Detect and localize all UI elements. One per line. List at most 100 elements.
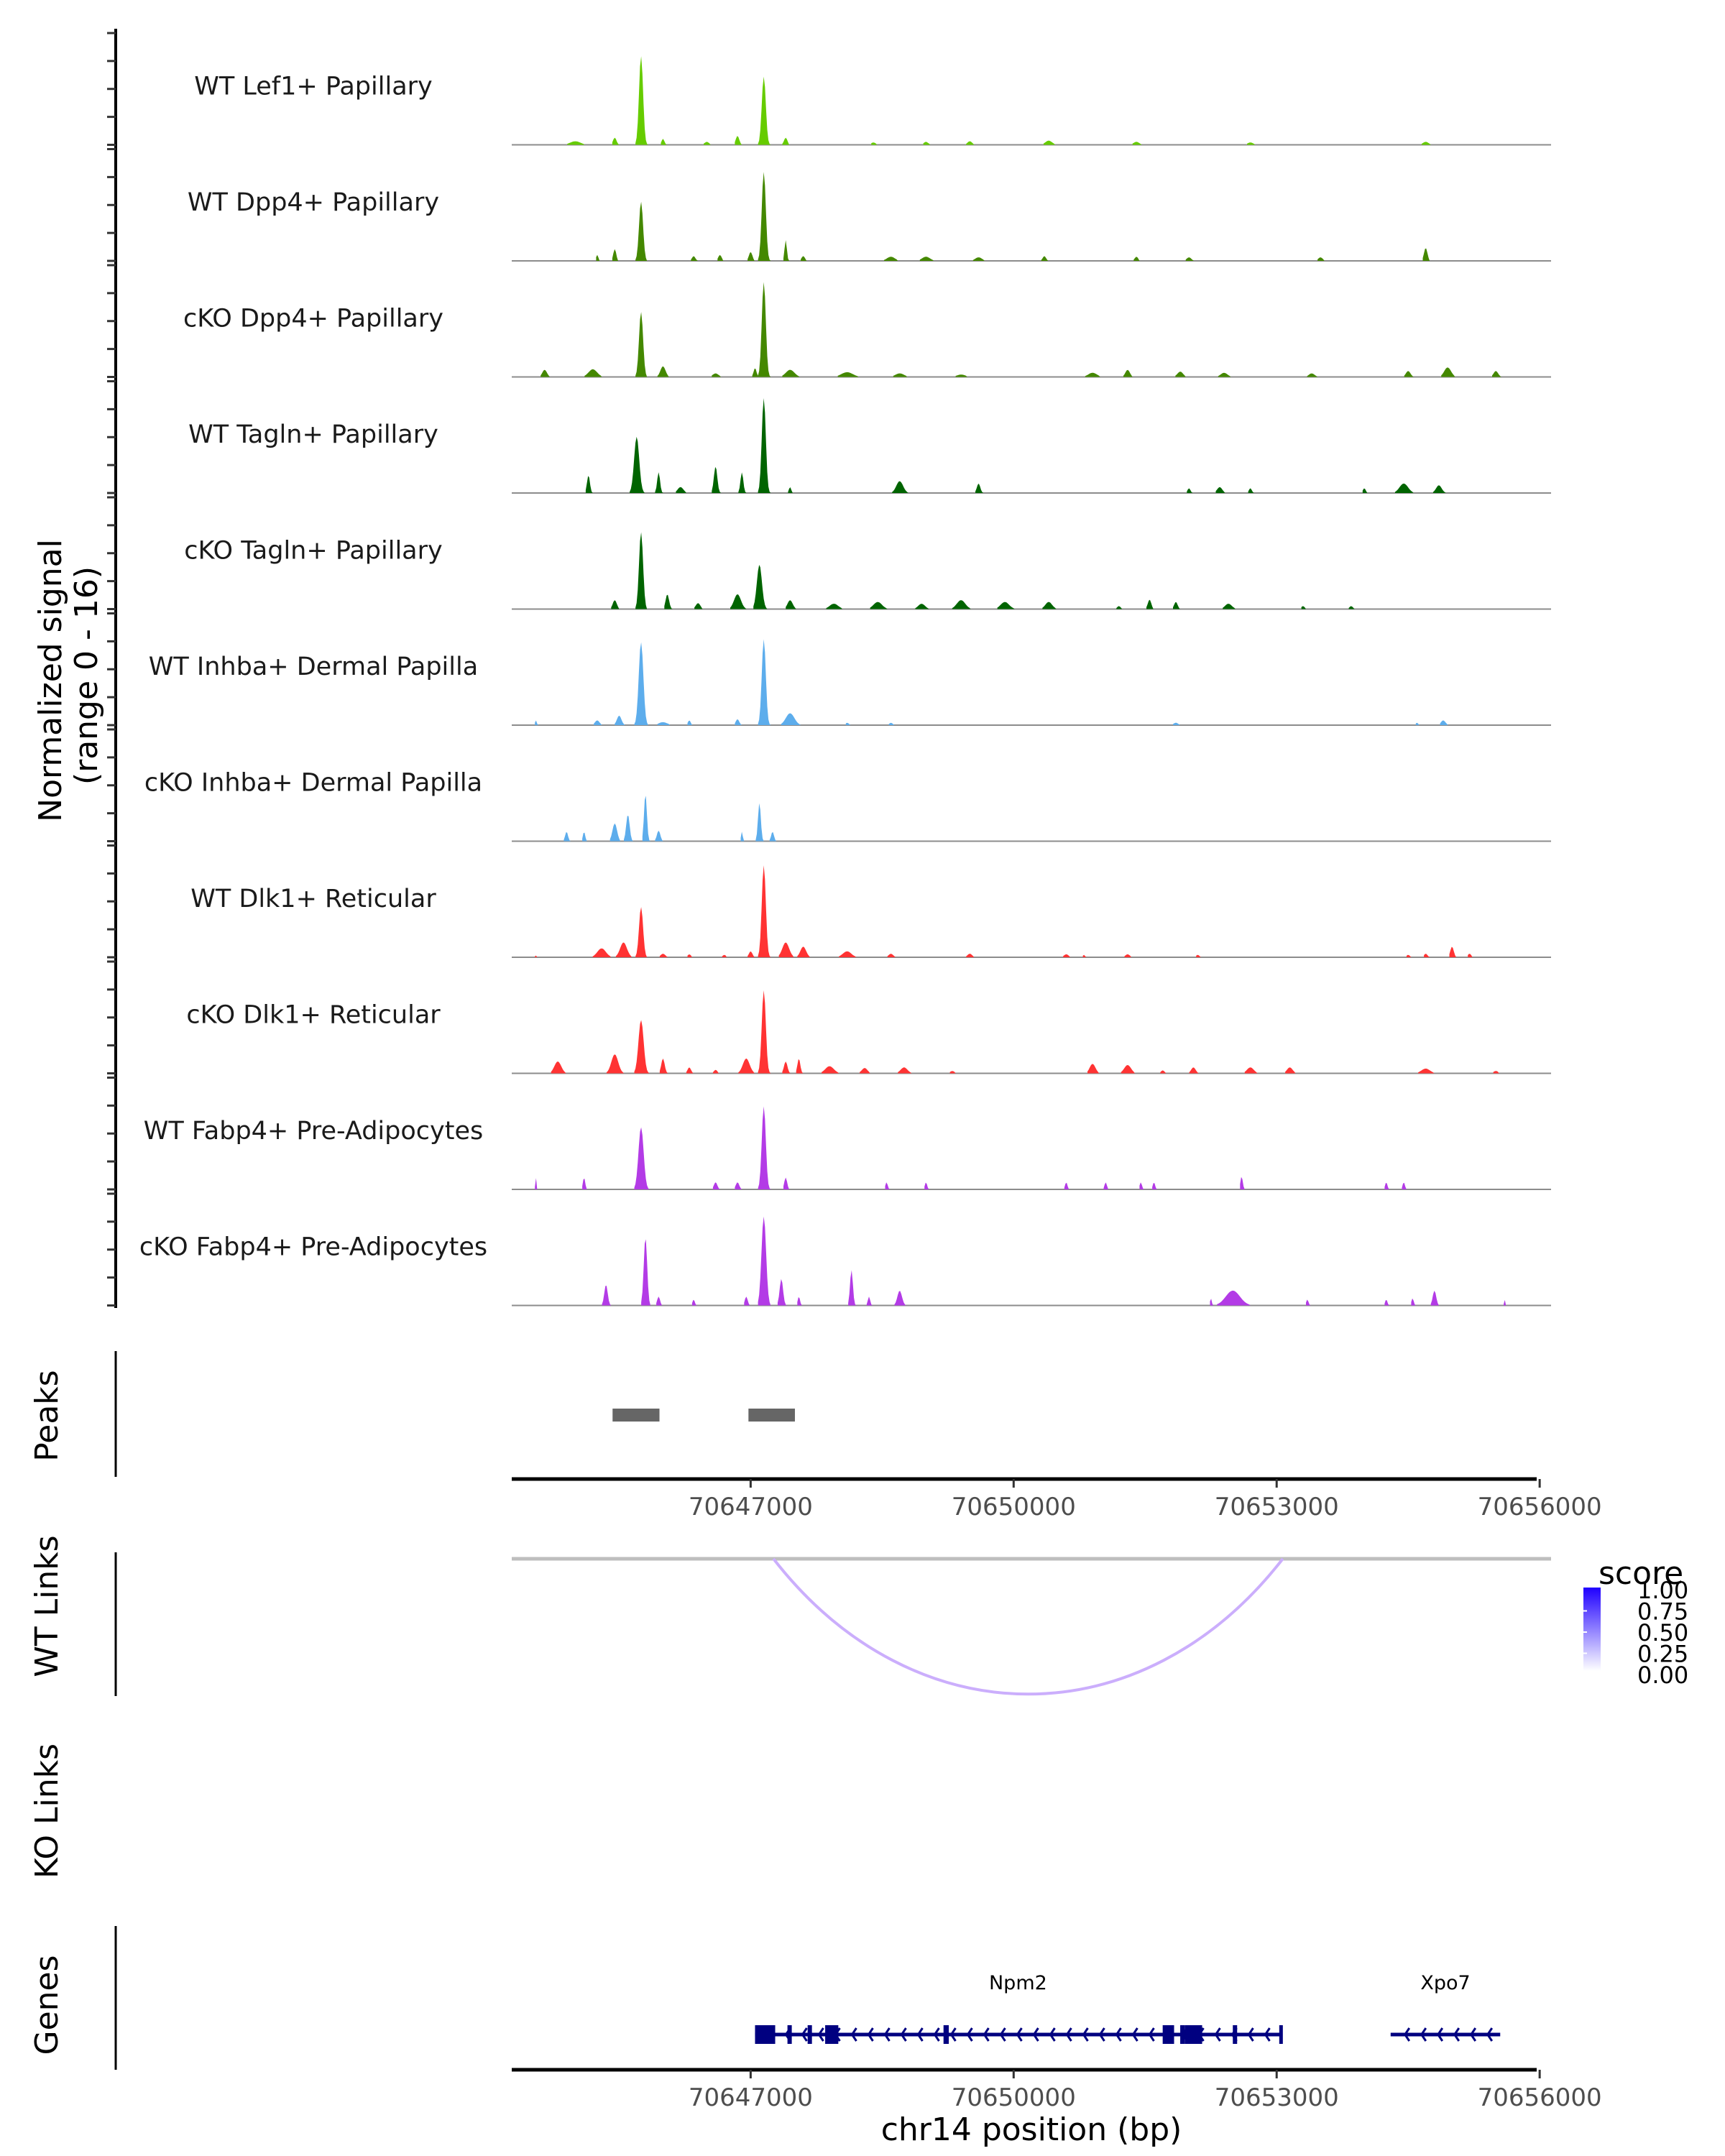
track-label: WT Fabp4+ Pre-Adipocytes bbox=[144, 1117, 483, 1146]
coverage-track: WT Tagln+ Papillary bbox=[188, 398, 1551, 494]
gene-exon bbox=[787, 2025, 792, 2044]
legend-tick-label: 0.25 bbox=[1637, 1641, 1688, 1668]
coverage-y-axis-title: Normalized signal (range 0 - 16) bbox=[32, 529, 105, 822]
coverage-area bbox=[596, 172, 1430, 261]
strand-arrow-icon bbox=[916, 2027, 924, 2042]
track-label: cKO Tagln+ Papillary bbox=[184, 537, 443, 566]
gene-models: Npm2 Xpo7 bbox=[755, 1972, 1501, 2044]
coverage-tracks: WT Lef1+ Papillary WT Dpp4+ Papillary cKO … bbox=[139, 56, 1551, 1307]
gene-exon bbox=[755, 2025, 776, 2044]
x-axis-title: chr14 position (bp) bbox=[881, 2111, 1182, 2148]
strand-arrow-icon bbox=[1486, 2027, 1494, 2042]
x-tick-label: 70647000 bbox=[689, 2083, 813, 2112]
coverage-track: WT Inhba+ Dermal Papilla bbox=[149, 639, 1551, 726]
strand-arrow-icon bbox=[1214, 2027, 1221, 2042]
strand-arrow-icon bbox=[1032, 2027, 1039, 2042]
coverage-area bbox=[535, 865, 1473, 957]
strand-arrow-icon bbox=[850, 2027, 857, 2042]
legend-title: score bbox=[1598, 1555, 1683, 1592]
coverage-area bbox=[535, 639, 1448, 725]
coverage-area bbox=[611, 532, 1355, 609]
coverage-track: cKO Inhba+ Dermal Papilla bbox=[144, 769, 1551, 842]
strand-arrow-icon bbox=[801, 2027, 808, 2042]
gene-exon bbox=[1162, 2025, 1174, 2044]
coverage-area bbox=[540, 282, 1501, 377]
strand-arrow-icon bbox=[1148, 2027, 1155, 2042]
strand-arrow-icon bbox=[817, 2027, 824, 2042]
track-label: cKO Dlk1+ Reticular bbox=[186, 1001, 441, 1030]
coverage-track: WT Lef1+ Papillary bbox=[194, 56, 1551, 146]
x-tick-label: 70653000 bbox=[1215, 1493, 1339, 1521]
strand-arrow-icon bbox=[867, 2027, 874, 2042]
x-tick-label: 70650000 bbox=[952, 2083, 1076, 2112]
wt-links-arcs bbox=[772, 1557, 1284, 1696]
coverage-track: cKO Dpp4+ Papillary bbox=[183, 282, 1551, 378]
track-label: cKO Dpp4+ Papillary bbox=[183, 305, 443, 333]
strand-arrow-icon bbox=[1264, 2027, 1271, 2042]
coverage-track: cKO Fabp4+ Pre-Adipocytes bbox=[139, 1216, 1551, 1307]
genes-panel-label: Genes bbox=[29, 1955, 65, 2055]
coverage-y-axis-title-line1: Normalized signal bbox=[32, 539, 69, 822]
strand-arrow-icon bbox=[949, 2027, 957, 2042]
coverage-area bbox=[602, 1216, 1506, 1306]
strand-arrow-icon bbox=[1436, 2027, 1444, 2042]
coverage-track: WT Dpp4+ Papillary bbox=[188, 172, 1551, 262]
gene-exon bbox=[825, 2025, 839, 2044]
gene-model: Npm2 bbox=[755, 1972, 1283, 2044]
strand-arrow-icon bbox=[1420, 2027, 1427, 2042]
strand-arrow-icon bbox=[1469, 2027, 1477, 2042]
coverage-track: WT Dlk1+ Reticular bbox=[190, 865, 1551, 958]
coverage-area bbox=[585, 398, 1446, 493]
track-label: WT Tagln+ Papillary bbox=[188, 420, 438, 449]
coverage-area bbox=[535, 1106, 1407, 1189]
gene-exon bbox=[1184, 2025, 1202, 2044]
gene-label: Npm2 bbox=[989, 1972, 1047, 1994]
track-label: WT Dlk1+ Reticular bbox=[190, 885, 436, 913]
gene-exon bbox=[943, 2025, 949, 2044]
x-tick-label: 70647000 bbox=[689, 1493, 813, 1521]
wt-links-panel-label: WT Links bbox=[29, 1535, 65, 1677]
coverage-y-ticks bbox=[107, 32, 116, 1307]
track-label: WT Dpp4+ Papillary bbox=[188, 188, 439, 217]
coverage-track: cKO Tagln+ Papillary bbox=[184, 532, 1551, 610]
x-tick-label: 70656000 bbox=[1478, 2083, 1602, 2112]
peak-region bbox=[612, 1409, 660, 1422]
legend-tick-label: 0.00 bbox=[1637, 1662, 1688, 1689]
gene-exon bbox=[1180, 2025, 1185, 2044]
strand-arrow-icon bbox=[900, 2027, 907, 2042]
strand-arrow-icon bbox=[1016, 2027, 1023, 2042]
coverage-area bbox=[551, 990, 1499, 1074]
link-arc bbox=[772, 1557, 1284, 1696]
gene-exon bbox=[1233, 2025, 1238, 2044]
peaks-x-axis: 70647000 70650000 70653000 70656000 bbox=[512, 1477, 1602, 1521]
coverage-area bbox=[564, 796, 777, 842]
strand-arrow-icon bbox=[983, 2027, 990, 2042]
strand-arrow-icon bbox=[1115, 2027, 1122, 2042]
peaks-panel-label: Peaks bbox=[29, 1370, 65, 1461]
strand-arrow-icon bbox=[1065, 2027, 1072, 2042]
track-label: WT Lef1+ Papillary bbox=[194, 73, 433, 101]
coverage-y-axis-title-line2: (range 0 - 16) bbox=[68, 566, 105, 785]
gene-label: Xpo7 bbox=[1420, 1972, 1470, 1994]
strand-arrow-icon bbox=[1403, 2027, 1411, 2042]
gene-exon bbox=[807, 2025, 812, 2044]
x-tick-label: 70650000 bbox=[952, 1493, 1076, 1521]
peaks-regions bbox=[612, 1409, 795, 1422]
coverage-track: cKO Dlk1+ Reticular bbox=[186, 990, 1551, 1074]
strand-arrow-icon bbox=[999, 2027, 1006, 2042]
legend-tick-label: 0.50 bbox=[1637, 1619, 1688, 1646]
legend-tick-label: 1.00 bbox=[1637, 1577, 1688, 1604]
strand-arrow-icon bbox=[933, 2027, 940, 2042]
strand-arrow-icon bbox=[883, 2027, 891, 2042]
genes-x-axis: 70647000 70650000 70653000 70656000 bbox=[512, 2068, 1602, 2112]
strand-arrow-icon bbox=[1049, 2027, 1056, 2042]
coverage-area bbox=[567, 56, 1431, 145]
strand-arrow-icon bbox=[1453, 2027, 1460, 2042]
strand-arrow-icon bbox=[1247, 2027, 1254, 2042]
track-label: WT Inhba+ Dermal Papilla bbox=[149, 653, 478, 681]
strand-arrow-icon bbox=[1098, 2027, 1105, 2042]
strand-arrow-icon bbox=[966, 2027, 973, 2042]
legend-colorbar bbox=[1583, 1588, 1601, 1671]
legend-ticks: 1.000.750.500.250.00 bbox=[1583, 1577, 1688, 1689]
